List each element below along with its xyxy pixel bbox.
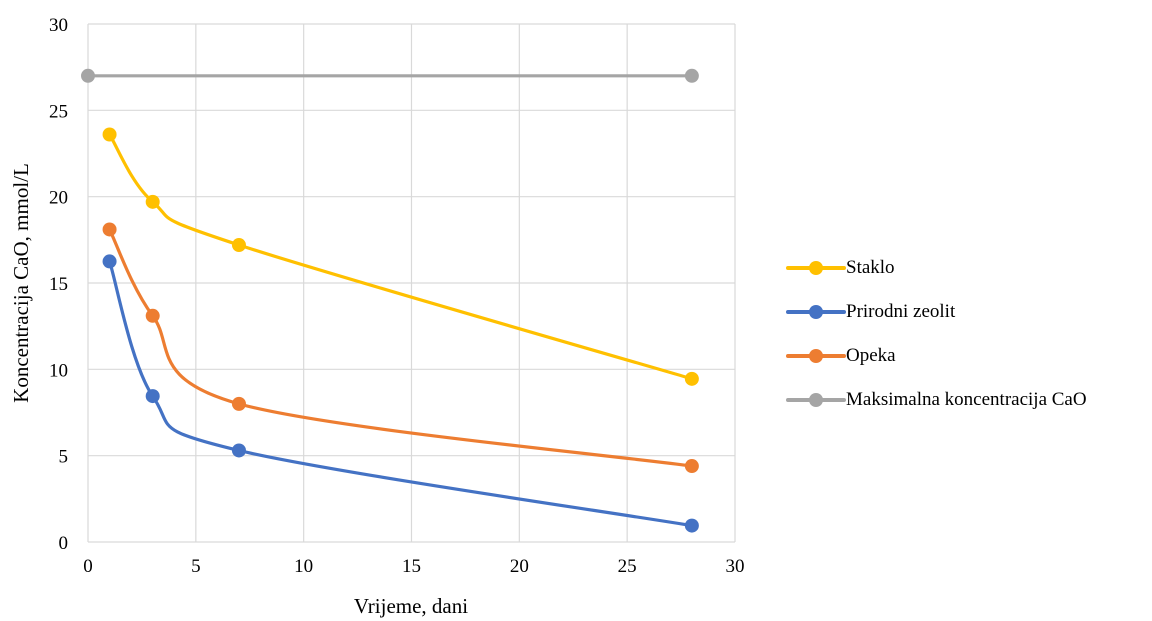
y-tick-label: 10 [49,360,68,381]
data-point [231,238,246,253]
y-axis-title: Koncentracija CaO, mmol/L [9,163,33,403]
legend-label: Maksimalna koncentracija CaO [846,389,1087,410]
y-tick-label: 30 [49,15,68,36]
series-layer [81,68,699,533]
data-point [102,127,117,142]
y-tick-label: 0 [59,533,69,554]
data-point [231,443,246,458]
x-tick-label: 5 [191,556,201,577]
y-tick-label: 25 [49,101,68,122]
data-point [231,396,246,411]
legend-label: Prirodni zeolit [846,301,956,322]
legend: Staklo Prirodni zeolit Opeka Maksimalna kon… [786,246,1152,422]
series-line [107,132,694,381]
series-opeka [102,222,699,474]
x-tick-labels: 0 5 10 15 20 25 30 [83,556,744,577]
legend-swatch [786,302,846,322]
data-point [102,222,117,237]
legend-swatch [786,346,846,366]
x-tick-label: 25 [618,556,637,577]
x-tick-label: 30 [726,556,745,577]
data-point [102,254,117,269]
series-prirodni-zeolit [102,254,699,533]
legend-item: Prirodni zeolit [786,290,1152,334]
x-tick-label: 20 [510,556,529,577]
grid-lines [87,23,736,543]
series-maksimalna-koncentracija-cao [81,68,699,83]
legend-label: Opeka [846,345,896,366]
data-point [145,308,160,323]
series-line [107,227,694,468]
legend-item: Opeka [786,334,1152,378]
data-point [145,194,160,209]
y-tick-labels: 0 5 10 15 20 25 30 [49,15,68,554]
data-point [684,518,699,533]
data-point [81,68,95,83]
series-line [107,259,694,528]
x-axis-title: Vrijeme, dani [354,594,468,618]
x-tick-label: 10 [294,556,313,577]
legend-swatch [786,258,846,278]
y-tick-label: 20 [49,188,68,209]
x-tick-label: 15 [402,556,421,577]
y-tick-label: 15 [49,274,68,295]
series-staklo [102,127,699,386]
data-point [684,68,699,83]
data-point [684,459,699,474]
x-tick-label: 0 [83,556,93,577]
legend-item: Staklo [786,246,1152,290]
y-tick-label: 5 [59,447,69,468]
data-point [145,389,160,404]
data-point [684,371,699,386]
legend-swatch [786,390,846,410]
legend-item: Maksimalna koncentracija CaO [786,378,1152,422]
legend-label: Staklo [846,257,895,278]
